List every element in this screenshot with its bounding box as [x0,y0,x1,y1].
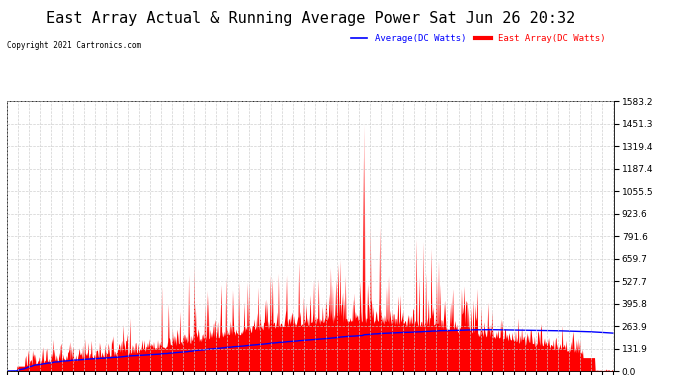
Text: East Array Actual & Running Average Power Sat Jun 26 20:32: East Array Actual & Running Average Powe… [46,11,575,26]
Legend: Average(DC Watts), East Array(DC Watts): Average(DC Watts), East Array(DC Watts) [348,30,609,46]
Text: Copyright 2021 Cartronics.com: Copyright 2021 Cartronics.com [7,41,141,50]
